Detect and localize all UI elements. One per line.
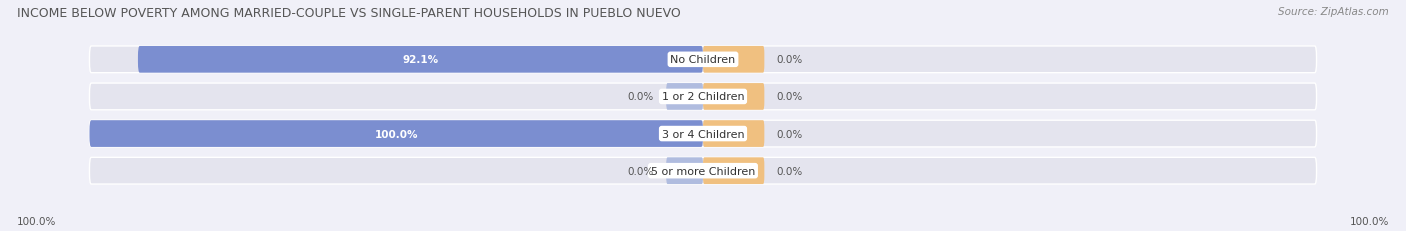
Text: INCOME BELOW POVERTY AMONG MARRIED-COUPLE VS SINGLE-PARENT HOUSEHOLDS IN PUEBLO : INCOME BELOW POVERTY AMONG MARRIED-COUPL… (17, 7, 681, 20)
Text: No Children: No Children (671, 55, 735, 65)
Text: 92.1%: 92.1% (402, 55, 439, 65)
Text: 0.0%: 0.0% (627, 166, 654, 176)
Text: 0.0%: 0.0% (776, 92, 803, 102)
Text: 100.0%: 100.0% (17, 216, 56, 226)
Text: 0.0%: 0.0% (627, 92, 654, 102)
Text: Source: ZipAtlas.com: Source: ZipAtlas.com (1278, 7, 1389, 17)
FancyBboxPatch shape (703, 121, 765, 147)
FancyBboxPatch shape (703, 158, 765, 184)
FancyBboxPatch shape (90, 121, 703, 147)
FancyBboxPatch shape (703, 47, 765, 73)
Text: 100.0%: 100.0% (374, 129, 418, 139)
FancyBboxPatch shape (666, 84, 703, 110)
FancyBboxPatch shape (703, 84, 765, 110)
FancyBboxPatch shape (90, 47, 1316, 73)
Text: 3 or 4 Children: 3 or 4 Children (662, 129, 744, 139)
FancyBboxPatch shape (90, 121, 1316, 147)
FancyBboxPatch shape (90, 84, 1316, 110)
Text: 1 or 2 Children: 1 or 2 Children (662, 92, 744, 102)
Text: 100.0%: 100.0% (1350, 216, 1389, 226)
Text: 0.0%: 0.0% (776, 166, 803, 176)
Text: 5 or more Children: 5 or more Children (651, 166, 755, 176)
FancyBboxPatch shape (90, 158, 1316, 184)
FancyBboxPatch shape (666, 158, 703, 184)
Text: 0.0%: 0.0% (776, 55, 803, 65)
Text: 0.0%: 0.0% (776, 129, 803, 139)
FancyBboxPatch shape (138, 47, 703, 73)
